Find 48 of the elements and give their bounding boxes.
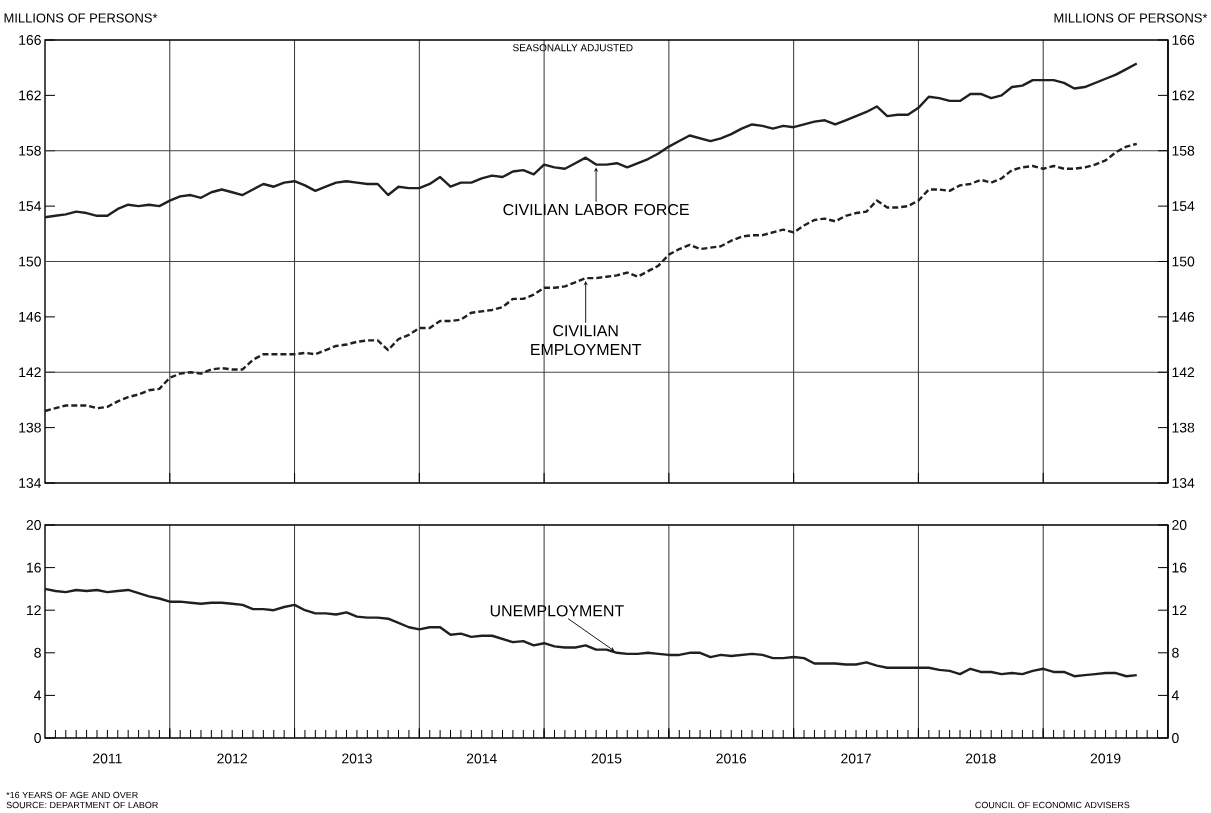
x-tick-label: 2011	[93, 753, 122, 764]
y-axis-title: MILLIONS OF PERSONS*	[4, 13, 158, 23]
chart-title: SEASONALLY ADJUSTED	[512, 44, 633, 52]
text: *16 YEARS OF AGE AND OVER	[6, 791, 138, 799]
y2-tick-label: 20	[1172, 520, 1187, 530]
x-tick-label: 2017	[841, 753, 871, 764]
y-tick-label: 134	[19, 478, 42, 488]
y2-tick-label: 138	[1172, 422, 1195, 433]
x-tick-label: 2012	[217, 753, 247, 764]
text: COUNCIL OF ECONOMIC ADVISERS	[975, 801, 1130, 809]
y-tick-label: 12	[27, 605, 41, 616]
y-tick-label: 162	[19, 90, 41, 101]
y2-tick-label: 158	[1172, 145, 1195, 156]
series-label: CIVILIAN EMPLOYMENT	[531, 325, 642, 356]
y-tick-label: 4	[34, 690, 42, 701]
x-tick-label: 2014	[466, 753, 497, 764]
y2-axis-title: MILLIONS OF PERSONS*	[1054, 13, 1208, 23]
source-note: SOURCE: DEPARTMENT OF LABOR	[6, 801, 158, 809]
y2-tick-label: 150	[1172, 256, 1195, 267]
x-tick-label: 2016	[716, 753, 747, 764]
y2-tick-label: 154	[1172, 201, 1195, 211]
y2-tick-label: 162	[1172, 90, 1195, 101]
x-tick-label: 2018	[965, 753, 996, 764]
y-tick-label: 158	[19, 145, 41, 156]
y2-tick-label: 146	[1172, 311, 1195, 322]
y-tick-label: 0	[34, 733, 41, 743]
y2-tick-label: 4	[1171, 690, 1179, 701]
y-tick-label: 154	[19, 201, 42, 211]
y2-tick-label: 166	[1172, 35, 1195, 45]
y-tick-label: 166	[19, 35, 41, 45]
series-label: UNEMPLOYMENT	[490, 605, 624, 617]
x-tick-label: 2015	[591, 753, 622, 764]
y2-tick-label: 12	[1172, 605, 1187, 616]
y-tick-label: 20	[26, 520, 41, 530]
y-tick-label: 16	[27, 562, 41, 573]
y2-tick-label: 134	[1172, 478, 1195, 488]
series-label: CIVILIAN LABOR FORCE	[503, 203, 689, 216]
y-tick-label: 138	[19, 422, 41, 433]
y2-tick-label: 142	[1172, 367, 1195, 378]
y2-tick-label: 8	[1172, 647, 1179, 658]
x-tick-label: 2019	[1090, 753, 1121, 764]
y2-tick-label: 0	[1172, 733, 1179, 743]
y-tick-label: 146	[19, 311, 41, 322]
y-tick-label: 142	[19, 367, 41, 378]
x-tick-label: 2013	[342, 753, 372, 764]
y-tick-label: 8	[34, 647, 41, 658]
y2-tick-label: 16	[1172, 562, 1187, 573]
y-tick-label: 150	[19, 256, 41, 267]
